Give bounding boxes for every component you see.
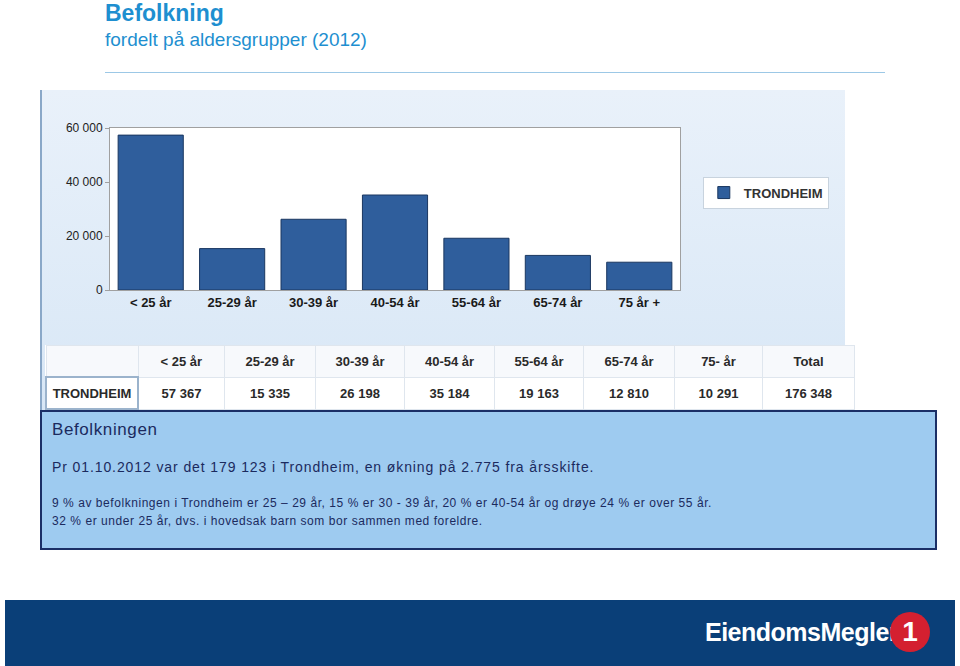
svg-text:20 000: 20 000: [66, 229, 103, 243]
svg-text:30-39 år: 30-39 år: [289, 295, 338, 310]
svg-text:< 25 år: < 25 år: [130, 295, 172, 310]
html-text:12 810: 12 810: [609, 385, 649, 401]
html-text:25-29 år: 25-29 år: [245, 353, 295, 369]
html-text:26 198: 26 198: [340, 385, 380, 401]
html-text:32 % er under 25 år, dvs. i ho: 32 % er under 25 år, dvs. i hovedsak bar…: [52, 514, 483, 528]
html-text:19 163: 19 163: [519, 385, 559, 401]
html-text:30-39 år: 30-39 år: [335, 353, 385, 369]
svg-text:25-29 år: 25-29 år: [208, 295, 257, 310]
svg-text:75 år +: 75 år +: [619, 295, 661, 310]
svg-text:TRONDHEIM: TRONDHEIM: [744, 186, 823, 201]
html-text:35 184: 35 184: [429, 385, 470, 401]
html-text:10 291: 10 291: [698, 385, 739, 401]
html-text:75- år: 75- år: [701, 353, 736, 369]
html-text:EiendomsMegler 1: EiendomsMegler 1: [705, 616, 918, 647]
html-text:Pr 01.10.2012 var det 179 123: Pr 01.10.2012 var det 179 123 i Trondhei…: [52, 459, 595, 475]
html-text:Befolkning: Befolkning: [105, 0, 224, 26]
html-text:< 25 år: < 25 år: [160, 353, 202, 369]
svg-text:40-54 år: 40-54 år: [370, 295, 419, 310]
html-text:55-64 år: 55-64 år: [514, 353, 564, 369]
html-text:fordelt på aldersgrupper (2012: fordelt på aldersgrupper (2012): [105, 29, 367, 50]
svg-text:0: 0: [96, 283, 103, 297]
html-text:9 % av befolkningen i Trondhei: 9 % av befolkningen i Trondheim er 25 – …: [52, 496, 712, 510]
html-text:40-54 år: 40-54 år: [424, 353, 475, 369]
svg-text:60 000: 60 000: [66, 121, 103, 135]
html-text:Total: Total: [793, 353, 824, 369]
html-text:176 348: 176 348: [785, 385, 832, 401]
html-text:Befolkningen: Befolkningen: [52, 420, 158, 439]
html-text:TRONDHEIM: TRONDHEIM: [52, 385, 132, 401]
svg-text:40 000: 40 000: [66, 175, 103, 189]
svg-text:55-64 år: 55-64 år: [452, 295, 501, 310]
html-text:15 335: 15 335: [250, 385, 290, 401]
html-text:65-74 år: 65-74 år: [604, 353, 654, 369]
html-text:57 367: 57 367: [161, 385, 202, 401]
svg-text:65-74 år: 65-74 år: [533, 295, 582, 310]
